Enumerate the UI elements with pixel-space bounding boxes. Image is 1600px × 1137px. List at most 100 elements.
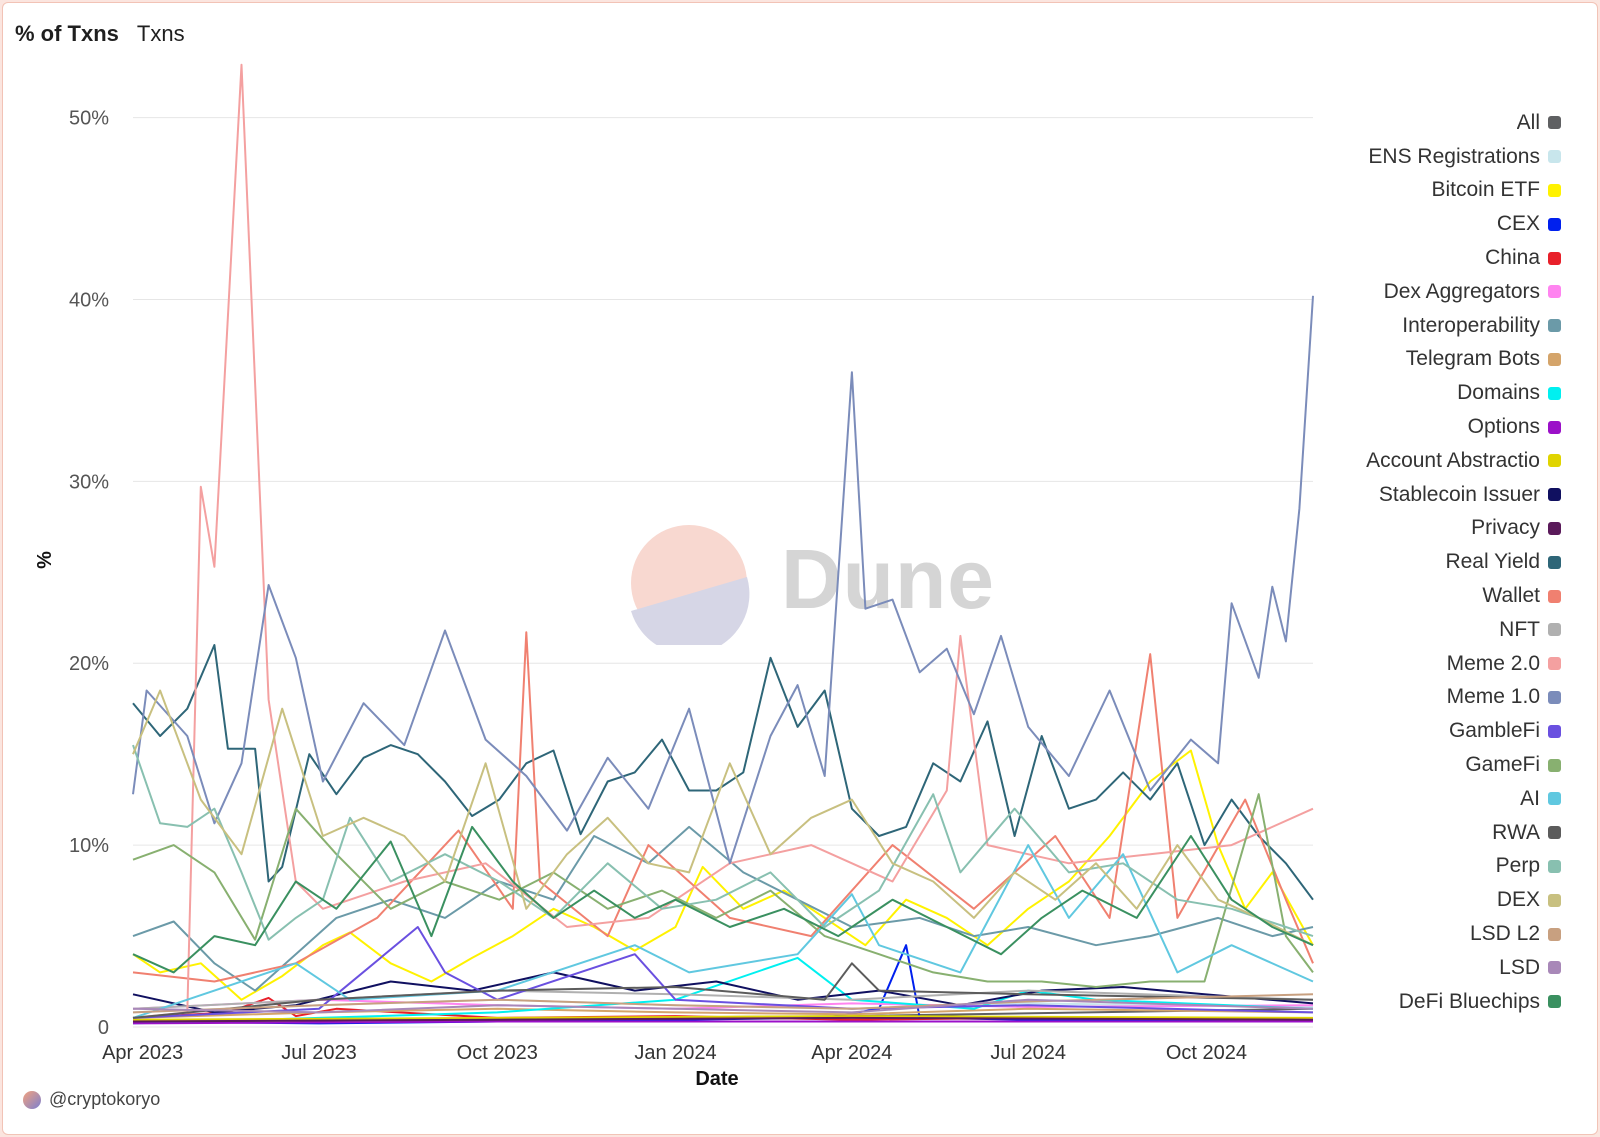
- series-line-stablecoin-issuer[interactable]: [132, 971, 1314, 1014]
- author-credit[interactable]: @cryptokoryo: [23, 1089, 160, 1110]
- legend-item[interactable]: Domains: [1343, 376, 1561, 410]
- legend-item[interactable]: Privacy: [1343, 512, 1561, 546]
- legend-swatch: [1548, 386, 1561, 400]
- legend-item[interactable]: Stablecoin Issuer: [1343, 478, 1561, 512]
- x-tick-label: Oct 2024: [1166, 1042, 1247, 1064]
- line-chart: 0 10% 20% 30% 40% 50% Apr 2023 Jul 2023 Oct 202…: [34, 63, 1314, 1090]
- legend-swatch: [1548, 319, 1561, 333]
- legend-swatch: [1548, 217, 1561, 231]
- legend-swatch: [1548, 420, 1561, 434]
- legend-swatch: [1548, 589, 1561, 603]
- legend-label: Account Abstractio: [1366, 448, 1540, 472]
- series-line-options[interactable]: [132, 1020, 1313, 1025]
- legend-item[interactable]: ENS Registrations: [1343, 140, 1561, 174]
- y-tick-label: 50%: [69, 108, 109, 130]
- legend-swatch: [1548, 623, 1561, 637]
- y-tick-label: 10%: [69, 835, 109, 857]
- series-line-real-yield[interactable]: [132, 644, 1314, 901]
- legend-swatch: [1548, 758, 1561, 772]
- legend-swatch: [1548, 961, 1561, 975]
- legend-label: Options: [1467, 415, 1540, 439]
- legend-item[interactable]: Options: [1343, 410, 1561, 444]
- legend-label: LSD: [1499, 955, 1540, 979]
- legend-swatch: [1548, 555, 1561, 569]
- legend-swatch: [1548, 285, 1561, 299]
- legend-item[interactable]: GameFi: [1343, 748, 1561, 782]
- series-line-lsd-l2[interactable]: [132, 993, 1314, 1014]
- series-line-defi-bluechips[interactable]: [132, 825, 1314, 974]
- legend-swatch: [1548, 927, 1561, 941]
- series-line-dex[interactable]: [132, 689, 1314, 947]
- legend-label: Wallet: [1482, 584, 1540, 608]
- legend-item[interactable]: Dex Aggregators: [1343, 275, 1561, 309]
- series-line-privacy[interactable]: [132, 1016, 1314, 1023]
- y-tick-label: 0: [98, 1017, 109, 1039]
- series-line-rwa[interactable]: [132, 962, 1314, 1019]
- series-line-lsd[interactable]: [132, 998, 1314, 1014]
- series-line-interoperability[interactable]: [132, 825, 1314, 992]
- legend-item[interactable]: NFT: [1343, 613, 1561, 647]
- x-tick-label: Jul 2024: [990, 1042, 1066, 1064]
- series-lines: [132, 63, 1314, 1025]
- y-tick-label: 20%: [69, 653, 109, 675]
- series-line-gamefi[interactable]: [132, 793, 1314, 988]
- legend-swatch: [1548, 859, 1561, 873]
- legend-label: ENS Registrations: [1368, 144, 1540, 168]
- legend-label: Telegram Bots: [1405, 347, 1540, 371]
- legend-item[interactable]: Account Abstractio: [1343, 444, 1561, 478]
- legend-item[interactable]: Bitcoin ETF: [1343, 174, 1561, 208]
- legend-label: DEX: [1496, 888, 1540, 912]
- legend-label: Meme 2.0: [1446, 651, 1540, 675]
- legend-label: AI: [1520, 786, 1540, 810]
- legend-item[interactable]: GambleFi: [1343, 714, 1561, 748]
- legend-item[interactable]: RWA: [1343, 816, 1561, 850]
- legend-item[interactable]: AI: [1343, 782, 1561, 816]
- legend-item[interactable]: Perp: [1343, 850, 1561, 884]
- legend-item[interactable]: All: [1343, 106, 1561, 140]
- legend-swatch: [1548, 251, 1561, 265]
- legend-swatch: [1548, 183, 1561, 197]
- tab-percent-of-txns[interactable]: % of Txns: [15, 21, 119, 46]
- series-line-wallet[interactable]: [132, 631, 1314, 983]
- legend-item[interactable]: DEX: [1343, 883, 1561, 917]
- legend-label: GambleFi: [1448, 719, 1540, 743]
- legend-label: Interoperability: [1402, 313, 1540, 337]
- x-tick-label: Apr 2024: [811, 1042, 892, 1064]
- dune-watermark: Dune: [781, 532, 995, 626]
- legend-label: CEX: [1496, 212, 1540, 236]
- gridlines: [133, 117, 1313, 1028]
- legend-label: All: [1516, 110, 1540, 134]
- legend-label: Stablecoin Issuer: [1378, 482, 1540, 506]
- x-axis-title: Date: [695, 1068, 738, 1090]
- legend-swatch: [1548, 150, 1561, 164]
- legend-label: China: [1485, 246, 1540, 270]
- legend-item[interactable]: CEX: [1343, 207, 1561, 241]
- x-tick-label: Jan 2024: [634, 1042, 716, 1064]
- legend-swatch: [1548, 826, 1561, 840]
- tab-txns[interactable]: Txns: [136, 21, 185, 46]
- series-line-bitcoin-etf[interactable]: [132, 749, 1314, 1001]
- legend-label: Dex Aggregators: [1383, 279, 1540, 303]
- legend-swatch: [1548, 454, 1561, 468]
- legend-item[interactable]: China: [1343, 241, 1561, 275]
- series-line-meme-1-0[interactable]: [132, 295, 1314, 865]
- legend-swatch: [1548, 792, 1561, 806]
- legend-item[interactable]: DeFi Bluechips: [1343, 985, 1561, 1019]
- series-line-account-abstraction[interactable]: [132, 1015, 1314, 1021]
- legend-item[interactable]: LSD: [1343, 951, 1561, 985]
- y-axis-title: %: [34, 551, 56, 569]
- legend-item[interactable]: Meme 1.0: [1343, 681, 1561, 715]
- legend-item[interactable]: Telegram Bots: [1343, 343, 1561, 377]
- legend-label: Domains: [1457, 381, 1540, 405]
- legend-item[interactable]: Wallet: [1343, 579, 1561, 613]
- legend-item[interactable]: Meme 2.0: [1343, 647, 1561, 681]
- legend-item[interactable]: Interoperability: [1343, 309, 1561, 343]
- series-line-meme-2-0[interactable]: [132, 63, 1314, 1019]
- legend-label: RWA: [1492, 820, 1540, 844]
- series-line-perp[interactable]: [132, 744, 1314, 941]
- legend-swatch: [1548, 352, 1561, 366]
- legend-swatch: [1548, 521, 1561, 535]
- legend-item[interactable]: LSD L2: [1343, 917, 1561, 951]
- legend-item[interactable]: Real Yield: [1343, 545, 1561, 579]
